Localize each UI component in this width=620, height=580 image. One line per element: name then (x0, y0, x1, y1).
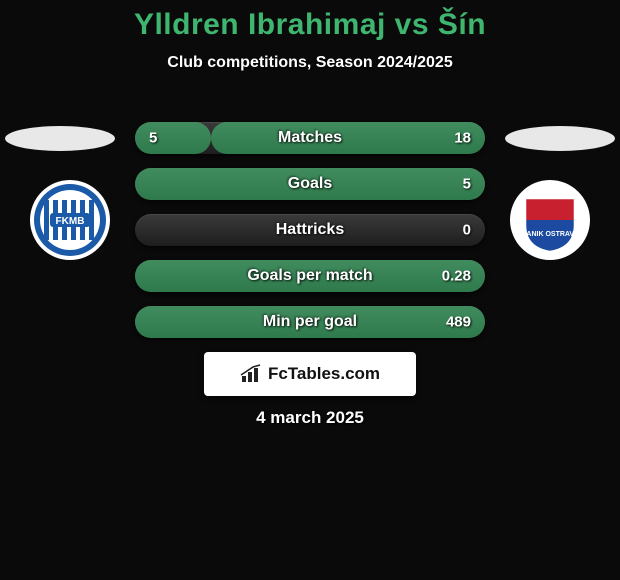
bar-fill-left (135, 122, 211, 154)
branding-text: FcTables.com (268, 364, 380, 384)
stat-row: Min per goal 489 (135, 306, 485, 338)
stat-value-right: 0 (463, 222, 471, 239)
stat-value-right: 18 (454, 130, 471, 147)
stat-row: Goals per match 0.28 (135, 260, 485, 292)
svg-text:BANIK OSTRAVA: BANIK OSTRAVA (521, 231, 578, 238)
stat-label: Matches (278, 129, 342, 147)
svg-text:FKMB: FKMB (56, 216, 85, 227)
date-label: 4 march 2025 (0, 408, 620, 428)
subtitle: Club competitions, Season 2024/2025 (0, 54, 620, 72)
stat-label: Hattricks (276, 221, 344, 239)
stat-label: Goals (288, 175, 332, 193)
stat-row: Hattricks 0 (135, 214, 485, 246)
player-silhouette-right (505, 126, 615, 151)
bar-chart-icon (240, 364, 264, 384)
player-silhouette-left (5, 126, 115, 151)
banik-badge-icon: BANIK OSTRAVA (500, 180, 600, 260)
branding: FcTables.com (204, 352, 416, 396)
page-title: Ylldren Ibrahimaj vs Šín (0, 0, 620, 42)
stat-row: Matches 5 18 (135, 122, 485, 154)
stat-row: Goals 5 (135, 168, 485, 200)
fkmb-badge-icon: FKMB (20, 180, 120, 260)
club-badge-right: BANIK OSTRAVA (500, 180, 600, 260)
stat-label: Goals per match (247, 267, 372, 285)
stat-value-right: 5 (463, 176, 471, 193)
bar-fill-right (211, 122, 485, 154)
stat-value-left: 5 (149, 130, 157, 147)
stat-label: Min per goal (263, 313, 357, 331)
stat-value-right: 489 (446, 314, 471, 331)
club-badge-left: FKMB (20, 180, 120, 260)
stats-bars: Matches 5 18 Goals 5 Hattricks 0 Goals per matc… (135, 122, 485, 352)
stat-value-right: 0.28 (442, 268, 471, 285)
